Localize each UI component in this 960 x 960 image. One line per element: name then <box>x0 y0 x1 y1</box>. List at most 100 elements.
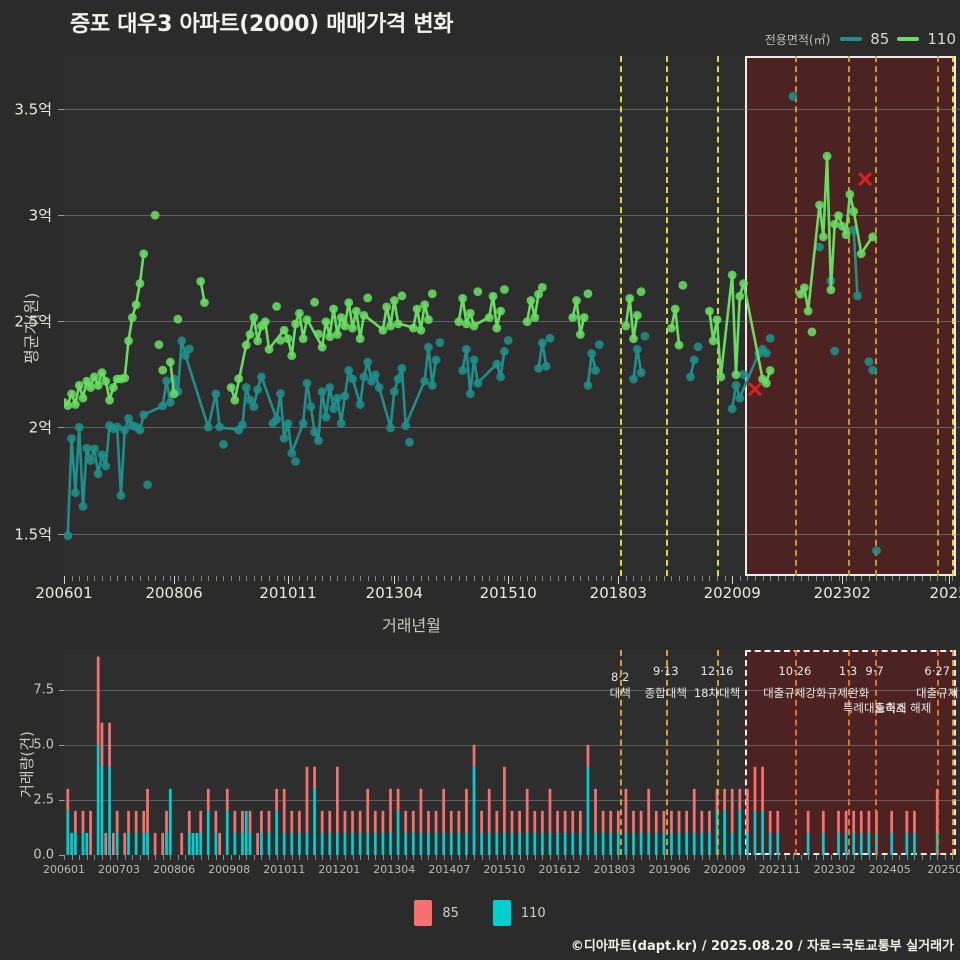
policy-annotation-date: 6·27 <box>924 664 951 678</box>
volume-xtick-label: 20250 <box>927 863 960 876</box>
price-gridline <box>64 427 960 429</box>
price-event-vline <box>848 56 850 576</box>
volume-ytick-mark <box>59 799 64 801</box>
legend-swatch-85 <box>840 37 863 41</box>
price-chart-plot <box>64 56 960 576</box>
policy-annotation-name: 규제완화 <box>826 686 870 700</box>
price-ytick-mark <box>58 109 64 111</box>
volume-xtick-label: 201011 <box>263 863 306 876</box>
volume-xtick-label: 201304 <box>373 863 416 876</box>
price-series-85 <box>64 91 881 555</box>
price-gridline <box>64 321 960 323</box>
price-series-110 <box>64 151 878 410</box>
price-gridline <box>64 533 960 535</box>
volume-xtick-label: 202111 <box>758 863 801 876</box>
policy-annotation-name: 대책 <box>609 686 631 700</box>
volume-xtick-label: 200806 <box>153 863 196 876</box>
legend-box-110 <box>492 900 511 926</box>
price-xtick-mark <box>288 576 289 584</box>
volume-ytick-mark <box>59 689 64 691</box>
price-highlight-region <box>745 56 957 576</box>
price-xtick-label: 200601 <box>35 584 93 602</box>
price-xtick-label: 2025 <box>929 584 960 602</box>
policy-annotation-date: 12·16 <box>700 664 734 678</box>
price-event-vline <box>665 56 668 576</box>
volume-yaxis-title: 거래량(건) <box>18 730 36 798</box>
price-x-marker <box>858 172 873 187</box>
volume-series-85 <box>66 656 939 855</box>
volume-xtick-label: 202405 <box>868 863 911 876</box>
price-ytick-mark <box>58 533 64 535</box>
price-ytick-label: 2억 <box>28 418 52 437</box>
price-series-svg <box>64 91 881 555</box>
legend-vol-label-110: 110 <box>520 905 546 921</box>
policy-annotation-date: 10·26 <box>778 664 812 678</box>
volume-highlight-region <box>745 650 957 855</box>
volume-ytick-label: 2.5 <box>33 792 54 808</box>
price-xtick-mark <box>394 576 396 584</box>
price-xtick-mark <box>618 576 620 584</box>
volume-xtick-label: 202009 <box>703 863 746 876</box>
price-xtick-label: 201803 <box>589 584 647 602</box>
price-xtick-mark <box>842 576 844 584</box>
policy-annotation-date: 8·2 <box>611 670 630 684</box>
volume-ytick-label: 7.5 <box>33 682 54 698</box>
policy-annotation-name: 18차대책 <box>693 686 741 700</box>
volume-ytick-label: 5.0 <box>33 737 54 753</box>
policy-annotation-date: 9·13 <box>652 664 679 678</box>
volume-bars-svg <box>66 656 939 855</box>
price-xtick-mark <box>174 576 176 584</box>
volume-event-vline <box>794 650 797 855</box>
volume-xtick-label: 200703 <box>98 863 141 876</box>
price-ytick-label: 3.5억 <box>14 100 52 119</box>
volume-gridline <box>64 744 960 746</box>
volume-event-vline <box>717 650 720 855</box>
price-x-marker <box>747 382 763 397</box>
legend-swatch-110 <box>897 37 920 41</box>
page-title: 증포 대우3 아파트(2000) 매매가격 변화 <box>70 12 454 37</box>
legend-caption: 전용면적(㎡) <box>764 32 831 47</box>
price-xtick-mark <box>64 576 65 584</box>
policy-annotation-name: 대출규제 <box>916 686 959 700</box>
volume-xtick-label: 201510 <box>483 863 526 876</box>
volume-event-vline <box>665 650 668 855</box>
volume-event-vline <box>952 650 955 855</box>
volume-xtick-label: 201201 <box>318 863 361 876</box>
price-xtick-label: 202009 <box>703 584 761 602</box>
price-xtick-label: 201011 <box>259 584 317 602</box>
price-xtick-label: 201304 <box>365 584 423 602</box>
policy-annotation-name: 대출규제강화 <box>763 686 827 700</box>
legend-label-85: 85 <box>870 30 890 48</box>
price-xaxis-ticks <box>64 576 960 583</box>
price-xtick-label: 202302 <box>813 584 871 602</box>
volume-gridline <box>64 799 960 801</box>
policy-annotation-name: 종합대책 <box>644 686 687 700</box>
price-ytick-mark <box>58 321 64 323</box>
policy-annotation-date: 1·3 <box>838 664 858 678</box>
price-ytick-mark <box>58 215 64 217</box>
price-event-vline <box>620 56 623 576</box>
price-xtick-label: 200806 <box>145 584 203 602</box>
volume-xtick-label: 200601 <box>43 863 85 876</box>
price-xaxis-title: 거래년월 <box>382 616 441 635</box>
volume-ytick-label: 0.0 <box>33 847 54 863</box>
legend-area-volume: 85 110 <box>0 900 960 926</box>
volume-chart-plot <box>64 650 960 855</box>
price-event-vline <box>937 56 940 576</box>
legend-label-110: 110 <box>927 30 956 48</box>
policy-annotation-name: 토허제 해제 <box>874 701 932 715</box>
price-ytick-label: 3억 <box>28 206 52 225</box>
price-event-vline <box>952 56 955 576</box>
legend-box-85 <box>414 900 433 926</box>
price-gridline <box>64 109 960 111</box>
volume-ytick-mark <box>59 855 64 856</box>
legend-area-size: 전용면적(㎡) 85 110 <box>765 30 956 48</box>
price-xtick-label: 201510 <box>479 584 537 602</box>
price-ytick-label: 2.5억 <box>14 312 52 331</box>
volume-xtick-label: 200908 <box>208 863 251 876</box>
price-event-vline <box>794 56 797 576</box>
volume-xtick-label: 201906 <box>648 863 691 876</box>
volume-xtick-label: 201612 <box>538 863 581 876</box>
policy-annotation-date: 9·7 <box>865 664 884 678</box>
